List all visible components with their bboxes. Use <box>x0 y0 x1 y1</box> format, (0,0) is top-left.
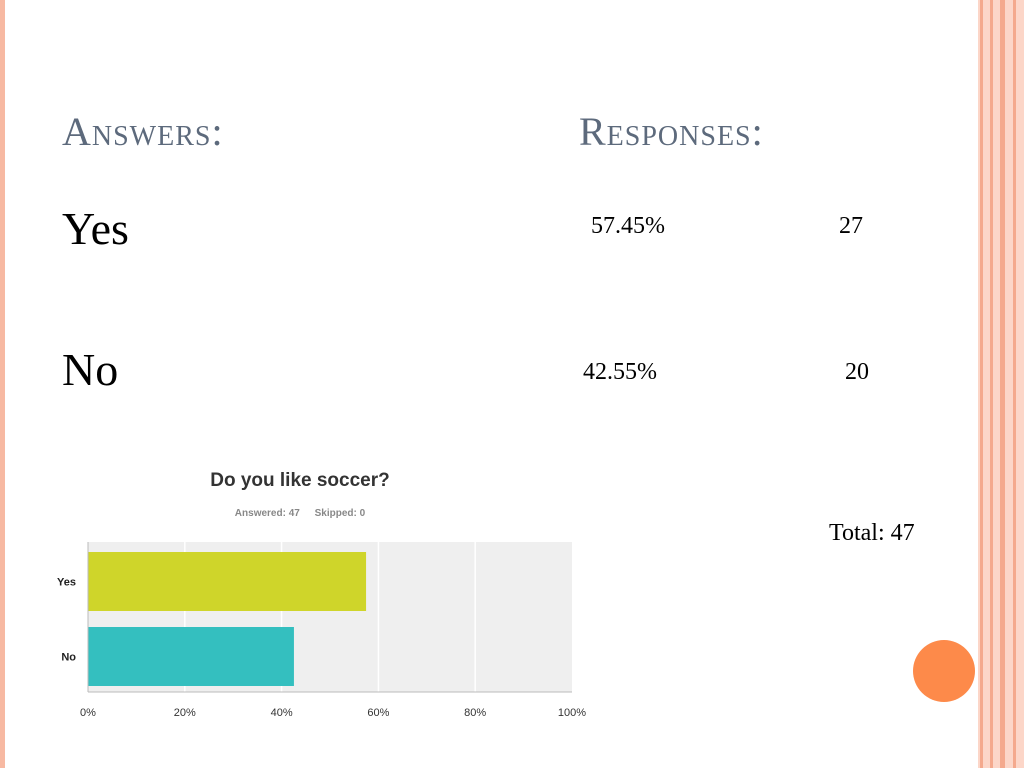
x-tick-label: 60% <box>367 707 389 719</box>
category-label: No <box>61 652 76 664</box>
x-tick-label: 20% <box>174 707 196 719</box>
percent-no: 42.55% <box>583 359 657 385</box>
x-tick-label: 40% <box>271 707 293 719</box>
x-tick-label: 80% <box>464 707 486 719</box>
answer-yes: Yes <box>62 203 129 254</box>
chart-meta: Answered: 47 Skipped: 0 <box>120 508 480 519</box>
border-stripe <box>1013 0 1016 768</box>
x-tick-label: 100% <box>558 707 586 719</box>
left-border-decoration <box>0 0 5 768</box>
responses-heading: Responses: <box>579 109 764 154</box>
skipped-count: Skipped: 0 <box>314 508 366 519</box>
percent-yes: 57.45% <box>591 213 665 239</box>
border-stripe <box>980 0 983 768</box>
total-responses: Total: 47 <box>829 520 915 546</box>
chart-title: Do you like soccer? <box>210 470 390 491</box>
x-tick-label: 0% <box>80 707 96 719</box>
answered-count: Answered: 47 <box>234 508 300 519</box>
bar-no <box>88 627 294 686</box>
right-border-decoration <box>978 0 1024 768</box>
orange-circle-decoration <box>913 640 975 702</box>
answer-no: No <box>62 344 119 395</box>
count-yes: 27 <box>839 213 863 239</box>
border-stripe <box>1000 0 1005 768</box>
bar-yes <box>88 552 367 611</box>
bar-chart: Yes No 0% 20% 40% 60% 80% 100% <box>57 542 586 719</box>
border-stripe <box>990 0 993 768</box>
count-no: 20 <box>845 359 869 385</box>
answers-heading: Answers: <box>62 109 224 154</box>
category-label: Yes <box>57 577 76 589</box>
